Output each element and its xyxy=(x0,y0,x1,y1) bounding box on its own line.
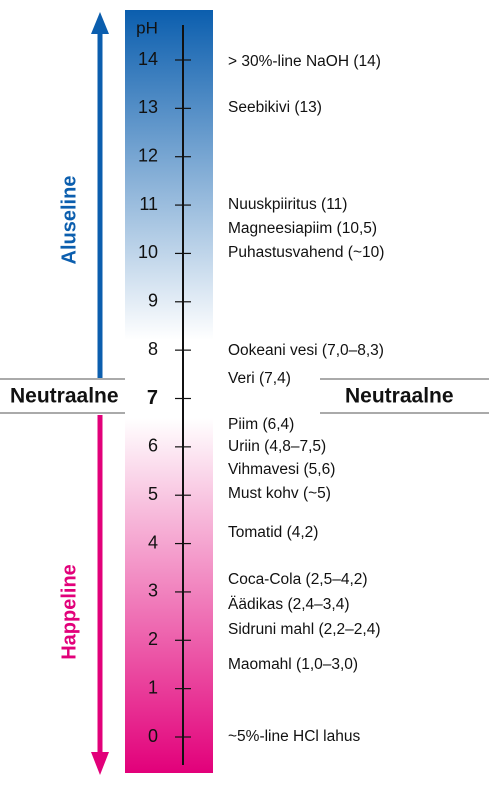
item-label: Coca-Cola (2,5–4,2) xyxy=(228,571,368,588)
item-label: Veri (7,4) xyxy=(228,370,291,387)
neutral-left: Neutraalne xyxy=(10,385,119,408)
acid-arrowhead xyxy=(91,752,109,775)
tick-label: 14 xyxy=(138,49,158,69)
tick-label: 13 xyxy=(138,97,158,117)
base-gradient xyxy=(125,10,213,340)
tick-label: 9 xyxy=(148,291,158,311)
item-label: Äädikas (2,4–3,4) xyxy=(228,596,350,613)
base-label: Aluseline xyxy=(58,176,80,265)
unit-label: pH xyxy=(136,18,158,37)
acid-label: Happeline xyxy=(58,564,80,660)
tick-label: 8 xyxy=(148,339,158,359)
item-label: Must kohv (~5) xyxy=(228,485,331,502)
item-label: Uriin (4,8–7,5) xyxy=(228,438,326,455)
item-label: Nuuskpiiritus (11) xyxy=(228,196,347,213)
item-label: > 30%-line NaOH (14) xyxy=(228,53,381,70)
tick-label: 7 xyxy=(147,387,158,409)
base-arrowhead xyxy=(91,12,109,34)
item-label: Vihmavesi (5,6) xyxy=(228,461,335,478)
tick-label: 5 xyxy=(148,484,158,504)
acid-gradient xyxy=(125,418,213,773)
item-label: ~5%-line HCl lahus xyxy=(228,728,360,745)
tick-label: 3 xyxy=(148,581,158,601)
tick-label: 2 xyxy=(148,629,158,649)
item-label: Maomahl (1,0–3,0) xyxy=(228,656,358,673)
item-label: Piim (6,4) xyxy=(228,416,294,433)
tick-label: 10 xyxy=(138,242,158,262)
item-label: Puhastusvahend (~10) xyxy=(228,244,384,261)
item-label: Ookeani vesi (7,0–8,3) xyxy=(228,342,384,359)
item-label: Tomatid (4,2) xyxy=(228,524,318,541)
tick-label: 11 xyxy=(139,194,158,214)
tick-label: 6 xyxy=(148,436,158,456)
tick-label: 0 xyxy=(148,726,158,746)
item-label: Sidruni mahl (2,2–2,4) xyxy=(228,621,381,638)
tick-label: 1 xyxy=(148,677,158,697)
item-label: Magneesiapiim (10,5) xyxy=(228,220,377,237)
item-label: Seebikivi (13) xyxy=(228,99,322,116)
neutral-right: Neutraalne xyxy=(345,385,454,408)
tick-label: 4 xyxy=(148,532,158,552)
tick-label: 12 xyxy=(138,145,158,165)
